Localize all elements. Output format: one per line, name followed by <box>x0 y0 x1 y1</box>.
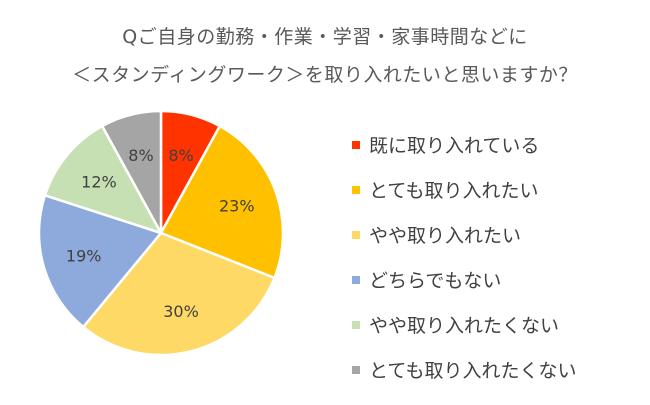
legend-label: やや取り入れたい <box>369 225 522 247</box>
legend-swatch <box>352 320 360 329</box>
pie-slice <box>37 193 164 329</box>
legend-label: とても取り入れたい <box>369 180 539 202</box>
legend-item: とても取り入れたくない <box>352 347 576 392</box>
chart-legend: 既に取り入れている とても取り入れたい やや取り入れたい どちらでもないやや取り入れた… <box>352 122 576 392</box>
slice-data-label: 23% <box>219 197 255 216</box>
pie-slice <box>100 109 163 234</box>
slice-data-label: 8% <box>168 146 193 165</box>
legend-item: とても取り入れたい <box>352 167 576 212</box>
legend-swatch <box>352 365 360 374</box>
pie-slice <box>43 124 164 236</box>
chart-title-line1: Qご自身の勤務・作業・学習・家事時間などに <box>122 26 528 48</box>
legend-label: とても取り入れたくない <box>369 360 577 382</box>
slice-data-label: 8% <box>128 146 153 165</box>
legend-swatch <box>352 275 360 284</box>
slice-data-label: 19% <box>66 246 102 265</box>
legend-swatch <box>352 185 360 194</box>
legend-item: やや取り入れたい <box>352 212 576 257</box>
chart-title-line2: ＜スタンディングワーク＞を取り入れたいと思いますか？ <box>72 64 578 86</box>
legend-item: どちらでもない <box>352 257 576 302</box>
legend-label: やや取り入れたくない <box>369 315 560 337</box>
legend-item: やや取り入れたくない <box>352 302 576 347</box>
legend-swatch <box>352 140 360 149</box>
slice-data-label: 12% <box>81 173 117 192</box>
pie-slice <box>81 231 277 357</box>
legend-swatch <box>352 230 360 239</box>
legend-label: どちらでもない <box>369 270 502 292</box>
legend-item: 既に取り入れている <box>352 122 576 167</box>
pie-slice <box>159 124 285 280</box>
slice-data-label: 30% <box>163 302 199 321</box>
legend-label: 既に取り入れている <box>369 135 540 157</box>
